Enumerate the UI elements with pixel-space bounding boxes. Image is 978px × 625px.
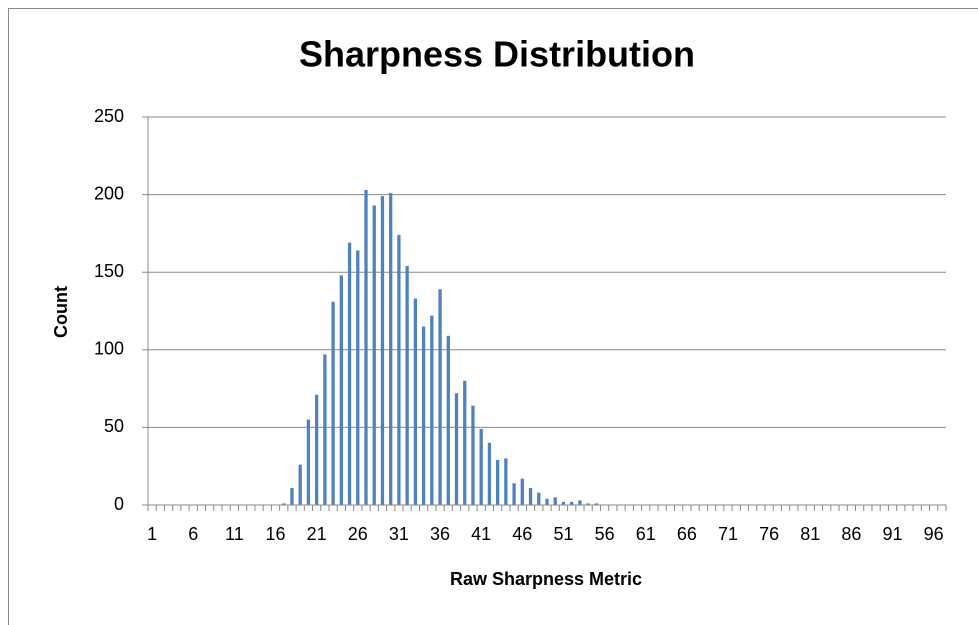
- bar: [405, 265, 409, 505]
- x-tick-label: 61: [636, 524, 656, 544]
- chart-frame: [8, 8, 978, 625]
- x-tick-label: 1: [147, 524, 157, 544]
- bar: [372, 205, 376, 506]
- bar: [487, 442, 492, 505]
- y-tick-label: 200: [94, 183, 124, 203]
- bar: [306, 419, 311, 505]
- bar: [528, 487, 533, 505]
- bar: [331, 301, 335, 505]
- bar: [389, 193, 393, 505]
- x-tick-label: 81: [800, 524, 820, 544]
- x-tick-label: 11: [225, 524, 244, 544]
- bar: [463, 380, 467, 505]
- x-tick-label: 36: [430, 524, 450, 544]
- x-axis-label: Raw Sharpness Metric: [450, 569, 642, 589]
- bar: [495, 459, 500, 505]
- x-tick-label: 96: [924, 524, 944, 544]
- bar: [356, 250, 360, 505]
- x-tick-label: 76: [759, 524, 779, 544]
- bar: [438, 289, 442, 505]
- bar: [520, 478, 524, 505]
- x-tick-label: 16: [265, 524, 285, 544]
- y-tick-label: 100: [94, 339, 124, 359]
- bar: [323, 354, 327, 505]
- x-tick-label: 86: [841, 524, 861, 544]
- bar: [561, 501, 566, 505]
- bar: [397, 234, 401, 505]
- bar: [545, 498, 549, 505]
- bar: [586, 503, 590, 505]
- bar: [347, 242, 352, 505]
- bar: [578, 500, 582, 505]
- bar: [512, 483, 516, 505]
- x-tick-label: 51: [553, 524, 573, 544]
- bar: [553, 497, 557, 505]
- bar: [364, 189, 368, 505]
- x-tick-label: 41: [471, 524, 491, 544]
- x-tick-label: 21: [307, 524, 327, 544]
- chart-title: Sharpness Distribution: [299, 34, 695, 75]
- y-axis-label: Count: [51, 286, 71, 338]
- y-tick-label: 250: [94, 106, 124, 126]
- bar: [380, 196, 385, 506]
- x-tick-label: 6: [188, 524, 198, 544]
- y-tick-label: 0: [114, 494, 124, 514]
- bar: [298, 464, 302, 505]
- x-tick-label: 56: [595, 524, 615, 544]
- x-tick-label: 71: [718, 524, 738, 544]
- bar: [282, 503, 286, 505]
- bar: [446, 335, 450, 505]
- y-tick-label: 150: [94, 261, 124, 281]
- x-tick-label: 66: [677, 524, 697, 544]
- bar: [413, 298, 418, 505]
- bar: [290, 487, 294, 505]
- bar: [471, 405, 475, 505]
- x-tick-label: 46: [512, 524, 532, 544]
- y-tick-label: 50: [104, 416, 124, 436]
- x-tick-label: 26: [348, 524, 368, 544]
- bar: [594, 503, 599, 505]
- bar: [315, 394, 319, 505]
- bar: [504, 458, 508, 505]
- x-tick-label: 91: [883, 524, 903, 544]
- x-tick-label: 31: [389, 524, 409, 544]
- bar: [537, 492, 541, 505]
- bar: [479, 428, 483, 505]
- bar: [570, 501, 574, 505]
- bar: [454, 393, 459, 505]
- bar: [421, 326, 426, 505]
- bar: [430, 315, 434, 505]
- bar: [339, 275, 343, 505]
